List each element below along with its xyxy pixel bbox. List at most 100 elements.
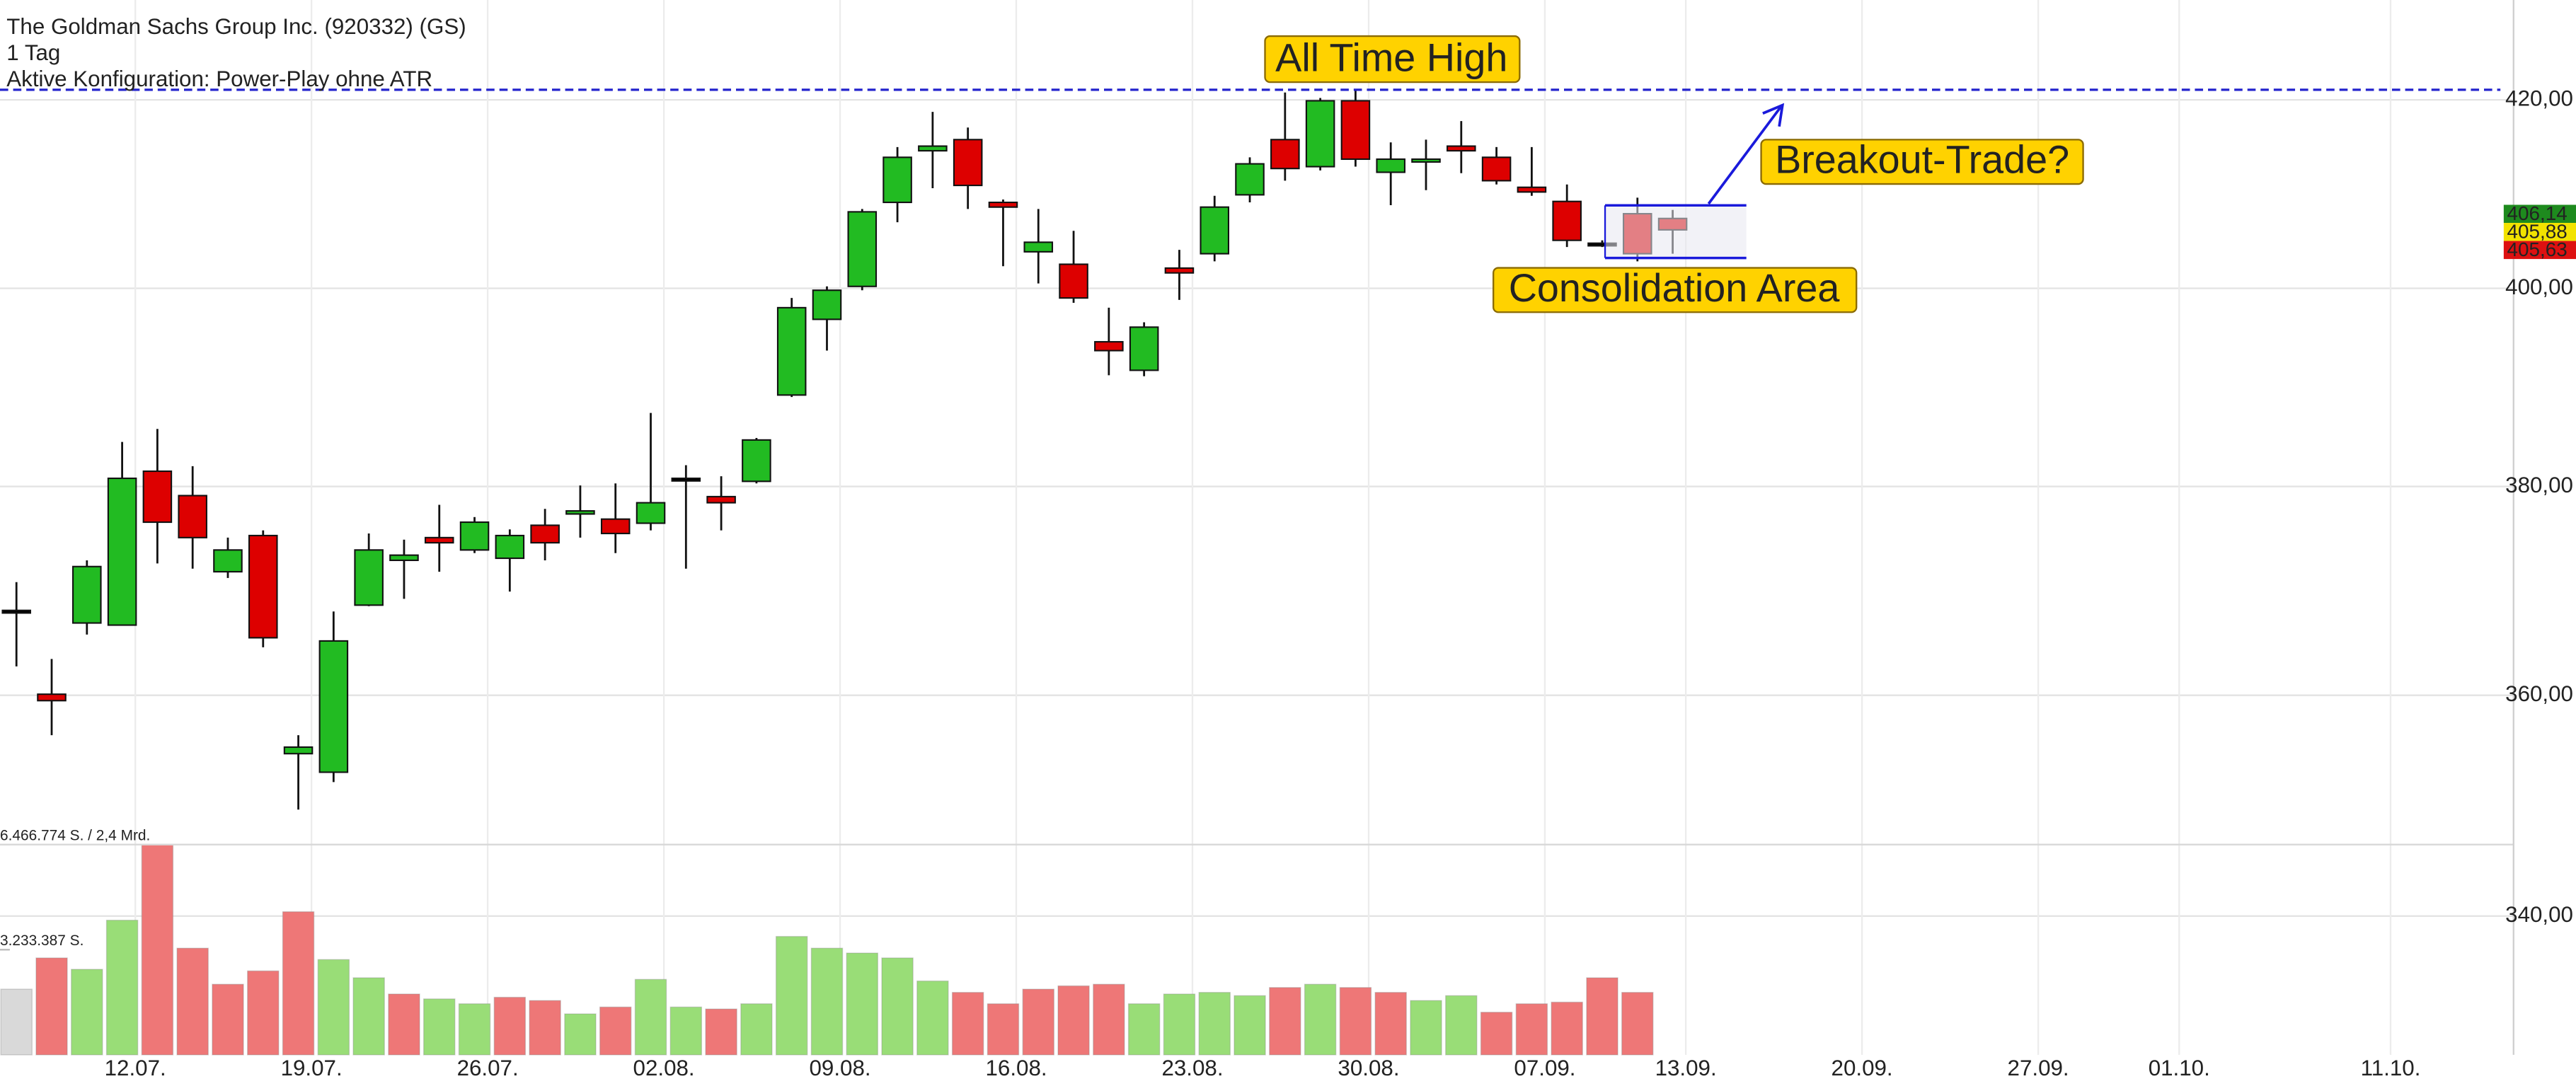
volume-bar xyxy=(1480,1011,1513,1056)
volume-bar xyxy=(1234,995,1266,1056)
candle-body xyxy=(1164,267,1195,274)
candle-body xyxy=(495,534,525,560)
candle-body xyxy=(953,139,983,187)
annotation-box xyxy=(1264,35,1521,83)
candle-body xyxy=(37,693,67,702)
last-price-box xyxy=(2503,204,2576,224)
volume-bar xyxy=(1127,1003,1161,1056)
volume-bar xyxy=(846,952,879,1056)
candle-body xyxy=(72,565,102,624)
x-tick-label: 20.09. xyxy=(1832,1056,1893,1080)
volume-bar xyxy=(987,1003,1020,1056)
volume-bar xyxy=(599,1006,632,1056)
candle-body xyxy=(1059,263,1088,299)
candle-body xyxy=(107,478,137,626)
last-price-box xyxy=(2503,241,2576,260)
volume-bar xyxy=(634,979,667,1056)
y-tick-label: 340,00 xyxy=(2505,902,2573,927)
y-tick-label: 400,00 xyxy=(2505,275,2573,299)
volume-tick-label: 3.233.387 S. xyxy=(0,933,84,949)
volume-bar xyxy=(352,977,385,1056)
volume-bar xyxy=(951,991,984,1056)
chart-title: The Goldman Sachs Group Inc. (920332) (G… xyxy=(6,14,466,39)
candle-body xyxy=(424,536,454,544)
candle-body xyxy=(1235,163,1265,196)
last-price-label: 405,63 xyxy=(2507,238,2568,260)
candle-body xyxy=(1447,145,1476,152)
candle-body xyxy=(988,201,1018,208)
annotation: Breakout-Trade? xyxy=(1775,138,2069,182)
volume-bar xyxy=(564,1013,597,1056)
x-tick-label: 23.08. xyxy=(1161,1056,1223,1080)
volume-bar xyxy=(740,1003,773,1056)
interval: 1 Tag xyxy=(6,40,60,65)
volume-bar xyxy=(141,843,174,1056)
candle-body xyxy=(1340,100,1371,161)
y-tick-label: 380,00 xyxy=(2505,473,2573,497)
x-tick-label: 02.08. xyxy=(633,1056,695,1080)
candle-body xyxy=(812,289,842,321)
breakout-arrow xyxy=(1707,105,1782,205)
volume-bar xyxy=(176,947,209,1056)
annotation: Consolidation Area xyxy=(1509,266,1840,310)
candle-body xyxy=(283,746,314,755)
candle-body xyxy=(600,518,631,535)
volume-bar xyxy=(810,947,844,1056)
last-price-label: 405,88 xyxy=(2507,220,2568,242)
volume-bar xyxy=(1445,995,1478,1056)
candle-body xyxy=(248,534,278,639)
candle-body xyxy=(1129,326,1159,371)
candle-body xyxy=(636,502,666,524)
volume-layer xyxy=(0,843,1654,1056)
x-tick-label: 12.07. xyxy=(105,1056,166,1080)
volume-tick-label: 6.466.774 S. / 2,4 Mrd. xyxy=(0,828,150,844)
volume-bar xyxy=(422,998,456,1056)
volume-bar xyxy=(1269,987,1301,1056)
x-tick-label: 26.07. xyxy=(457,1056,519,1080)
volume-bar xyxy=(529,1000,561,1056)
volume-bar xyxy=(1410,1000,1442,1056)
volume-bar xyxy=(1093,983,1125,1056)
volume-bar xyxy=(388,993,420,1056)
breakout-arrowhead xyxy=(1762,103,1785,127)
candle-body xyxy=(354,549,384,606)
candle-body xyxy=(213,549,243,573)
grid-layer xyxy=(0,0,2514,1055)
candle-body xyxy=(142,470,173,524)
volume-bar xyxy=(0,988,33,1056)
volume-bar xyxy=(458,1003,491,1056)
volume-bar xyxy=(881,957,914,1056)
volume-bar xyxy=(282,911,315,1056)
volume-bar xyxy=(493,996,527,1056)
candle-body xyxy=(1200,206,1230,255)
volume-bar xyxy=(35,957,68,1056)
volume-bar xyxy=(1621,991,1654,1056)
x-tick-label: 30.08. xyxy=(1338,1056,1399,1080)
candle-body xyxy=(1270,139,1300,170)
volume-bar xyxy=(1515,1003,1548,1056)
candle-body xyxy=(882,156,912,204)
volume-bar xyxy=(775,935,808,1056)
volume-bar xyxy=(1586,977,1618,1056)
annotation-box xyxy=(1493,267,1858,313)
volume-bar xyxy=(669,1006,703,1056)
volume-bar xyxy=(1022,988,1055,1056)
x-tick-label: 07.09. xyxy=(1514,1056,1575,1080)
volume-bar xyxy=(247,970,280,1056)
consolidation-box xyxy=(1605,205,1747,258)
candle-body xyxy=(178,495,207,538)
volume-bar xyxy=(1304,983,1337,1056)
candle-body xyxy=(1376,158,1405,173)
x-tick-label: 19.07. xyxy=(281,1056,343,1080)
x-tick-label: 13.09. xyxy=(1655,1056,1717,1080)
configuration: Aktive Konfiguration: Power-Play ohne AT… xyxy=(6,67,432,91)
volume-bar xyxy=(1163,993,1196,1056)
candle-body xyxy=(776,306,807,396)
volume-bar xyxy=(1374,991,1407,1056)
x-tick-label: 01.10. xyxy=(2149,1056,2210,1080)
candle-body xyxy=(847,211,878,287)
annotation: All Time High xyxy=(1275,36,1507,80)
candle-body xyxy=(706,495,736,504)
